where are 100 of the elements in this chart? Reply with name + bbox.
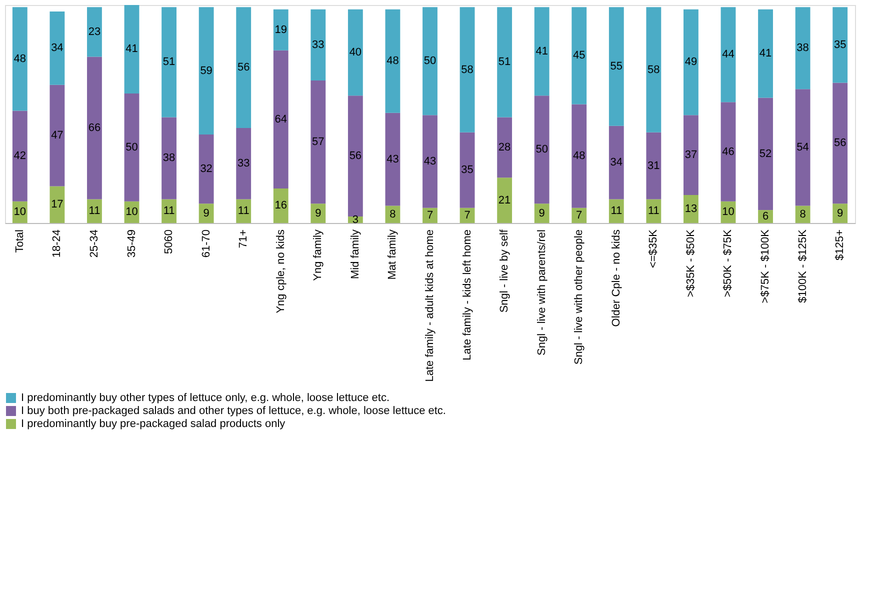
data-label: 48 [14,52,26,65]
data-label: 16 [274,200,287,212]
bar [422,7,438,116]
x-tick-label: Older Cple - no kids [610,229,622,327]
bar [273,188,288,223]
bar [460,132,475,208]
bar [162,7,176,118]
bar [534,204,550,223]
bar [795,206,810,223]
data-label: 40 [349,46,362,58]
data-label: 9 [837,207,844,220]
data-label: 9 [538,207,545,220]
data-label: 50 [424,55,436,68]
data-label: 49 [684,56,698,68]
data-label: 7 [576,209,582,222]
bar [236,7,252,128]
data-label: 11 [648,205,660,218]
data-label: 41 [126,43,138,56]
data-label: 9 [203,207,210,220]
data-label: 10 [126,206,138,218]
bar [795,89,810,206]
x-tick-label: 61-70 [200,230,212,258]
data-label: 48 [386,55,399,68]
data-label: 33 [312,38,324,51]
bar [646,7,662,132]
data-label: 28 [498,141,511,154]
bar [684,194,698,223]
bar [832,7,848,83]
data-label: 59 [200,64,212,77]
x-tick-label: Yng family [312,229,324,281]
x-tick-label: >$50K - $75K [722,228,734,298]
data-label: 31 [648,160,660,172]
data-label: 56 [349,150,362,162]
x-tick-label: Late family - adult kids at home [424,230,436,382]
data-label: 58 [648,64,660,76]
bar [758,9,773,98]
data-label: 34 [610,156,623,169]
data-label: 8 [390,208,396,220]
bar [348,9,363,96]
bar [12,7,28,111]
data-label: 55 [610,60,623,73]
bar [236,128,252,200]
data-label: 51 [498,56,511,68]
bar [460,7,475,132]
x-tick-label: <=$35K [648,228,660,268]
x-tick-label: 5060 [163,230,176,254]
data-label: 41 [759,48,772,60]
bar [534,96,550,204]
x-tick-label: Late family - kids left home [461,230,474,360]
bar [608,199,624,223]
bar [385,9,400,113]
bar [422,208,438,223]
bar [832,82,848,204]
bar [87,199,102,223]
bar [198,204,214,223]
legend-label: I predominantly buy other types of lettuce only, e.g. whole, loose lettuce etc. [21,392,390,404]
data-label: 47 [51,130,64,142]
data-label: 38 [796,42,809,54]
data-label: 38 [162,152,176,164]
x-tick-label: >$75K - $100K [760,228,772,304]
x-tick-label: 18-24 [51,230,64,258]
legend-label: I buy both pre-packaged salads and other types of lettuce, e.g. whole, loose lettuce etc. [21,405,446,417]
bar [310,204,326,223]
data-label: 56 [834,137,846,150]
data-label: 11 [610,205,622,218]
data-label: 33 [237,158,250,170]
bar [684,115,698,195]
bar [348,96,363,217]
bar [198,134,214,204]
bar [720,102,736,202]
data-label: 46 [722,146,734,158]
x-tick-label: Sngl - live by self [498,228,511,313]
x-tick-label: $125+ [834,230,846,260]
data-label: 13 [684,202,698,215]
data-label: 48 [573,150,586,162]
data-label: 6 [762,210,769,223]
bar [87,7,102,57]
bar [572,104,587,208]
data-label: 8 [800,208,806,220]
data-label: 56 [237,62,250,74]
data-label: 50 [126,141,138,154]
bar [236,199,252,223]
x-tick-label: >$35K - $50K [684,228,697,298]
x-tick-label: Mid family [349,229,362,280]
bar [608,7,624,126]
data-label: 66 [88,122,101,134]
data-label: 9 [315,207,322,220]
bar [50,186,65,223]
bar [422,115,438,208]
bar [572,7,587,104]
bar [12,110,28,202]
bar [310,9,326,81]
bar [273,9,288,50]
bar [572,208,587,223]
bar [198,7,214,135]
data-label: 42 [14,150,26,162]
bar [385,112,400,206]
data-label: 7 [426,209,434,222]
bar [50,11,65,85]
legend-label: I predominantly buy pre-packaged salad products only [21,418,286,430]
